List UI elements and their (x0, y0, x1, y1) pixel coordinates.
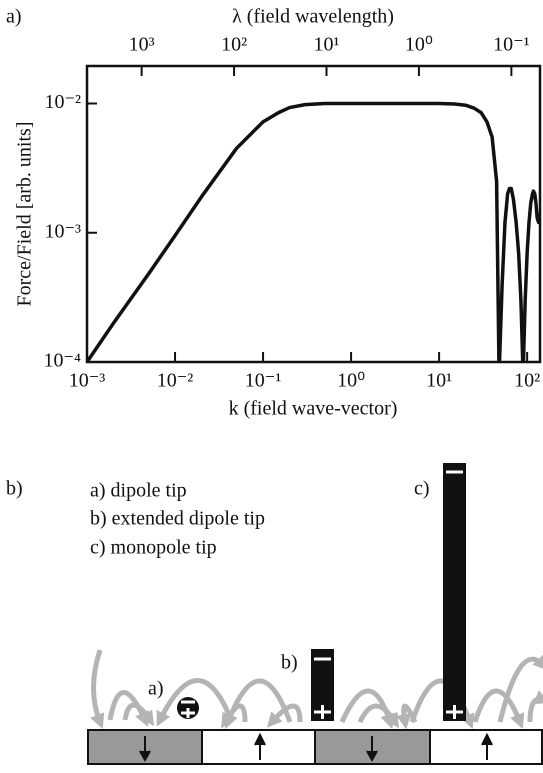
x2-tick-label: 10⁰ (405, 34, 433, 56)
diagram: b) a) dipole tip b) extended dipole tip … (6, 463, 543, 765)
arrow-down (366, 736, 378, 763)
extended-dipole-tip (311, 649, 334, 721)
x-tick-label: 10⁻³ (69, 370, 106, 392)
x-tick-label: 10⁻² (157, 370, 194, 392)
legend-item: a) dipole tip (90, 480, 187, 502)
tips (177, 463, 466, 721)
panel-label: a) (6, 6, 22, 28)
x-tick-label: 10² (514, 370, 540, 392)
legend-item: b) extended dipole tip (90, 508, 265, 530)
tip-label: a) (148, 678, 164, 700)
y-tick-label: 10⁻⁴ (43, 350, 81, 372)
x-tick-label: 10¹ (426, 370, 452, 392)
x2-tick-label: 10⁻¹ (493, 34, 530, 56)
y-tick-label: 10⁻² (44, 91, 81, 113)
domain (201, 729, 316, 765)
legend-item: c) monopole tip (90, 537, 217, 559)
monopole-tip (443, 463, 466, 721)
x2-tick-label: 10¹ (313, 34, 339, 56)
y-axis-title: Force/Field [arb. units] (14, 122, 36, 307)
data-line (87, 101, 540, 362)
tip-charges (181, 700, 195, 718)
top-axis-title: λ (field wavelength) (232, 6, 394, 28)
arrow-up (481, 732, 493, 760)
y-tick-label: 10⁻³ (44, 220, 81, 242)
arrow-up (254, 732, 266, 760)
tip-charges (314, 657, 331, 719)
x-axis-title: k (field wave-vector) (229, 398, 398, 420)
magnetic-domains (87, 729, 543, 765)
panel-label: b) (6, 478, 23, 500)
x2-tick-label: 10³ (129, 34, 155, 56)
x-tick-label: 10⁰ (337, 370, 365, 392)
tip-label: b) (281, 652, 298, 674)
plot-frame (85, 64, 542, 364)
tip-label: c) (414, 478, 430, 500)
x-tick-label: 10⁻¹ (245, 370, 282, 392)
tip-charges (446, 470, 463, 719)
arrow-down (139, 736, 151, 763)
x2-tick-label: 10² (221, 34, 247, 56)
